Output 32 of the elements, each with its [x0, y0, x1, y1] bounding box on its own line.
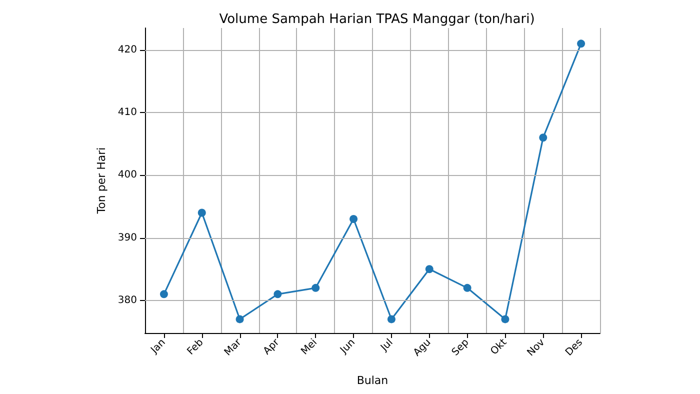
point	[425, 265, 434, 274]
point	[501, 315, 510, 324]
x-tick-label: Mei	[299, 337, 320, 358]
x-tick-label: Okt	[488, 337, 510, 358]
point	[539, 134, 548, 142]
x-tick-label: Des	[564, 337, 585, 358]
x-tick-label: Jul	[378, 337, 396, 354]
y-tick-label: 420	[118, 44, 137, 56]
x-tick-label: Feb	[185, 337, 206, 358]
y-tick-label: 380	[118, 294, 137, 306]
chart-title: Volume Sampah Harian TPAS Manggar (ton/hari)	[219, 12, 535, 27]
y-tick-label: 390	[118, 232, 137, 244]
y-tick-label: 400	[118, 170, 137, 181]
point	[577, 40, 586, 48]
x-tick-label: Agu	[412, 337, 434, 359]
point	[312, 284, 320, 292]
y-tick-label: 410	[118, 107, 137, 118]
x-tick-label: Jan	[148, 337, 168, 356]
point	[274, 290, 282, 298]
x-axis-title: Bulan	[356, 374, 388, 387]
y-axis-title: Ton per Hari	[95, 147, 108, 215]
point	[387, 315, 396, 324]
x-tick-label: Nov	[525, 337, 548, 359]
point	[463, 284, 472, 292]
x-tick-label: Mar	[222, 336, 244, 358]
point	[350, 215, 358, 224]
point	[198, 208, 206, 217]
x-tick-label: Sep	[450, 337, 472, 358]
point	[160, 290, 168, 298]
x-tick-label: Apr	[262, 336, 282, 358]
x-tick-label: Jun	[338, 337, 358, 357]
point	[236, 315, 244, 324]
